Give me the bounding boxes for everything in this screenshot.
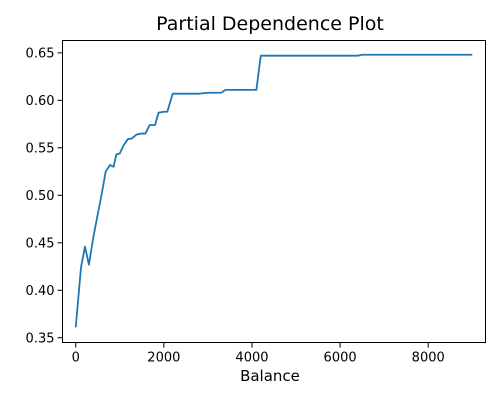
y-tick-label: 0.40 <box>26 284 55 299</box>
x-tick-label: 6000 <box>324 351 357 366</box>
x-tick-label: 0 <box>72 351 80 366</box>
y-tick-label: 0.55 <box>26 141 55 156</box>
x-tick-label: 4000 <box>235 351 268 366</box>
x-tick-label: 2000 <box>147 351 180 366</box>
y-tick-label: 0.35 <box>26 331 55 346</box>
plot-frame <box>62 40 486 343</box>
y-tick-label: 0.50 <box>26 189 55 204</box>
y-tick-label: 0.45 <box>26 236 55 251</box>
x-axis-label: Balance <box>240 367 300 385</box>
x-tick-label: 8000 <box>412 351 445 366</box>
x-axis: 0 2000 4000 6000 8000 <box>72 342 445 366</box>
plot-area <box>74 53 473 328</box>
y-tick-label: 0.60 <box>26 94 55 109</box>
y-axis: 0.35 0.40 0.45 0.50 0.55 0.60 0.65 <box>26 46 63 346</box>
series-line-0 <box>74 53 473 328</box>
chart-title: Partial Dependence Plot <box>156 13 384 35</box>
y-tick-label: 0.65 <box>26 46 55 61</box>
